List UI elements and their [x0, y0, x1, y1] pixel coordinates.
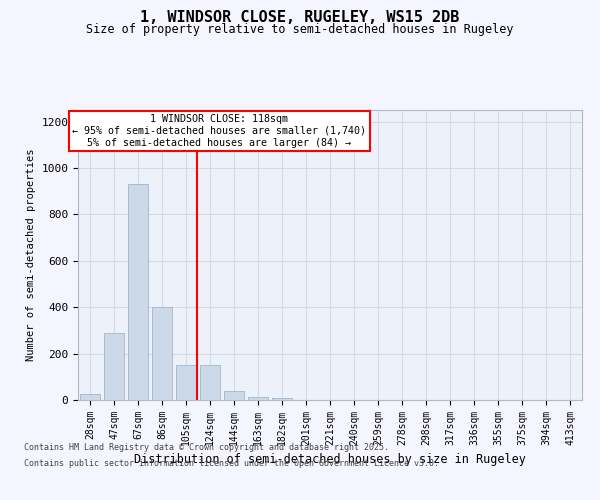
Text: Contains HM Land Registry data © Crown copyright and database right 2025.: Contains HM Land Registry data © Crown c… [24, 442, 389, 452]
Bar [176, 365, 196, 400]
Y-axis label: Number of semi-detached properties: Number of semi-detached properties [26, 149, 36, 361]
Bar [272, 398, 292, 400]
Bar [104, 332, 124, 400]
Bar [200, 365, 220, 400]
Text: Contains public sector information licensed under the Open Government Licence v3: Contains public sector information licen… [24, 459, 439, 468]
Text: 1 WINDSOR CLOSE: 118sqm
← 95% of semi-detached houses are smaller (1,740)
5% of : 1 WINDSOR CLOSE: 118sqm ← 95% of semi-de… [72, 114, 366, 148]
Text: 1, WINDSOR CLOSE, RUGELEY, WS15 2DB: 1, WINDSOR CLOSE, RUGELEY, WS15 2DB [140, 10, 460, 25]
X-axis label: Distribution of semi-detached houses by size in Rugeley: Distribution of semi-detached houses by … [134, 454, 526, 466]
Bar [128, 184, 148, 400]
Bar [224, 390, 244, 400]
Text: Size of property relative to semi-detached houses in Rugeley: Size of property relative to semi-detach… [86, 22, 514, 36]
Bar [248, 396, 268, 400]
Bar [152, 307, 172, 400]
Bar [80, 394, 100, 400]
